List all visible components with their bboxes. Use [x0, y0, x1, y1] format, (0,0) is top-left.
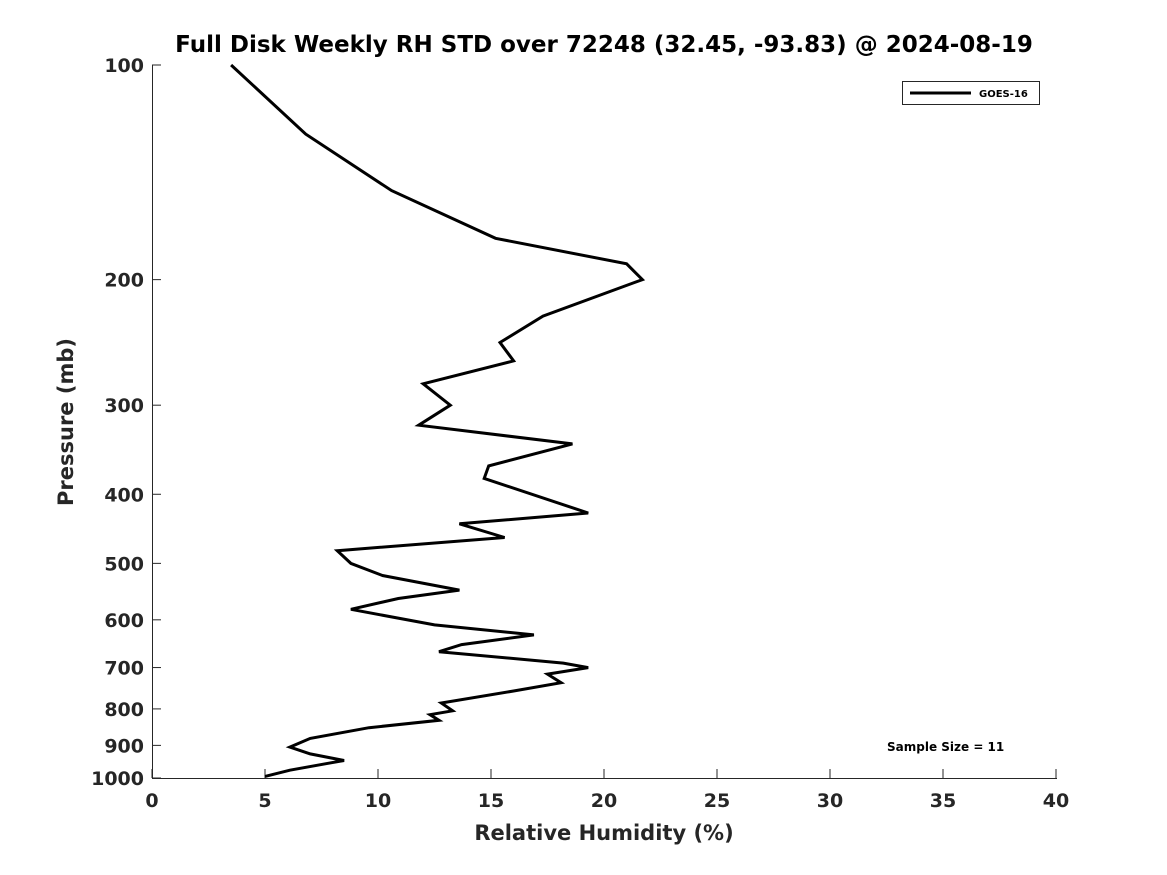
x-axis-label: Relative Humidity (%) — [474, 821, 733, 845]
sample-size-annotation: Sample Size = 11 — [887, 740, 1004, 754]
y-tick-label: 300 — [104, 395, 144, 417]
y-tick-label: 500 — [104, 553, 144, 575]
x-tick-label: 35 — [930, 790, 956, 812]
x-tick-label: 5 — [258, 790, 271, 812]
x-tick-label: 25 — [704, 790, 730, 812]
series-line-goes-16 — [230, 63, 646, 778]
plot-area: 0 5 10 15 20 25 30 35 40 100 200 300 400 500 600 700 80… — [91, 55, 1069, 812]
x-tick-label: 30 — [817, 790, 843, 812]
y-tick-label: 400 — [104, 484, 144, 506]
y-tick-label: 100 — [104, 55, 144, 77]
x-tick-label: 15 — [478, 790, 504, 812]
legend-label-goes-16: GOES-16 — [979, 89, 1028, 100]
y-tick-label: 700 — [104, 658, 144, 680]
chart-title: Full Disk Weekly RH STD over 72248 (32.4… — [175, 32, 1033, 58]
x-tick-label: 20 — [591, 790, 617, 812]
legend: GOES-16 — [902, 81, 1040, 105]
x-tick-label: 0 — [145, 790, 158, 812]
y-tick-label: 800 — [104, 699, 144, 721]
x-tick-label: 40 — [1043, 790, 1069, 812]
y-axis-label: Pressure (mb) — [54, 338, 78, 506]
y-tick-label: 1000 — [91, 768, 144, 790]
x-ticks: 0 5 10 15 20 25 30 35 40 — [145, 769, 1069, 812]
x-tick-label: 10 — [365, 790, 391, 812]
y-ticks: 100 200 300 400 500 600 700 800 900 1000 — [91, 55, 161, 790]
y-tick-label: 900 — [104, 735, 144, 757]
y-tick-label: 200 — [104, 270, 144, 292]
y-tick-label: 600 — [104, 610, 144, 632]
